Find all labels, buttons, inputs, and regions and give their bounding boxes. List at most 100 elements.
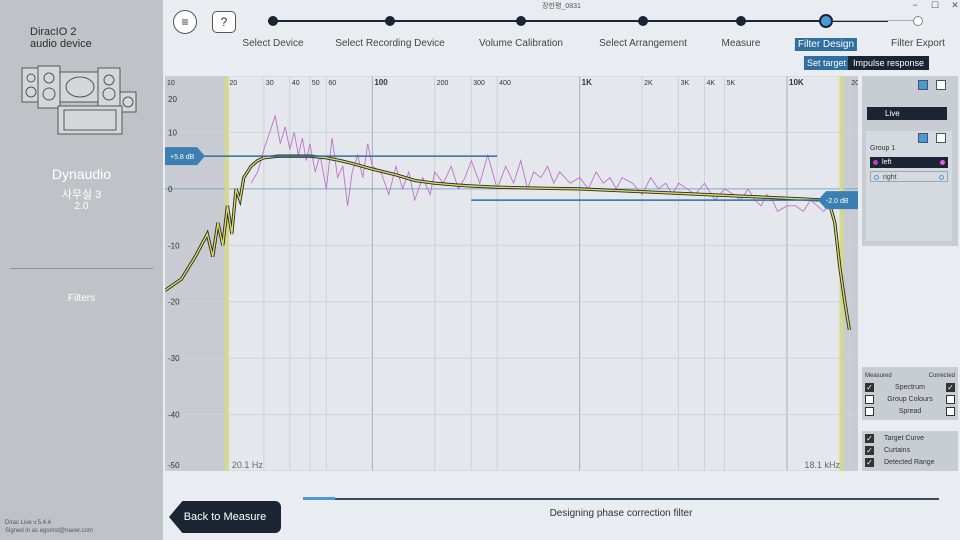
- high-curtain-label: 18.1 kHz: [804, 460, 840, 470]
- step-dot-1[interactable]: [385, 16, 395, 26]
- version-info: Dirac Live v.5.4.4 Signed in as egsmst@n…: [5, 519, 93, 535]
- layout-icon[interactable]: [918, 80, 928, 90]
- device-name: DiracIO 2 audio device: [30, 26, 92, 50]
- low-curtain-label: 20.1 Hz: [232, 460, 264, 470]
- measured-checkbox[interactable]: ✓: [865, 383, 874, 392]
- step-label-1[interactable]: Select Recording Device: [335, 38, 445, 49]
- back-to-measure-button[interactable]: Back to Measure: [169, 501, 281, 533]
- group-layout-icon[interactable]: [918, 133, 928, 143]
- measured-header: Measured: [865, 373, 892, 379]
- close-icon[interactable]: ✕: [951, 0, 959, 10]
- x-tick-label: 4K: [706, 80, 715, 87]
- progress-track: [303, 498, 939, 500]
- x-tick-label: 20K: [851, 80, 858, 87]
- toggle-checkbox[interactable]: ✓: [865, 434, 874, 443]
- step-dot-2[interactable]: [516, 16, 526, 26]
- x-tick-label: 50: [312, 80, 320, 87]
- step-label-4[interactable]: Measure: [721, 38, 761, 49]
- speakers-illustration-icon: [21, 65, 137, 135]
- step-label-6[interactable]: Filter Export: [891, 38, 945, 49]
- y-tick-label: 0: [168, 185, 173, 194]
- step-label-5[interactable]: Filter Design: [794, 38, 858, 51]
- help-button[interactable]: ?: [212, 11, 236, 33]
- target-low-handle: [165, 147, 205, 166]
- step-label-2[interactable]: Volume Calibration: [479, 38, 563, 49]
- target-high-handle: [818, 191, 858, 210]
- x-tick-label: 10: [167, 80, 175, 87]
- y-tick-label: -30: [168, 354, 180, 363]
- toggle-label: Target Curve: [884, 435, 925, 442]
- menu-button[interactable]: ≡: [173, 10, 197, 34]
- live-toggle[interactable]: Live: [867, 107, 947, 120]
- measured-checkbox[interactable]: [865, 395, 874, 404]
- progress-fill: [303, 497, 335, 500]
- step-label-3[interactable]: Select Arrangement: [599, 38, 687, 49]
- wizard-progress-line-remaining: [826, 20, 918, 21]
- minimize-icon[interactable]: −: [912, 0, 918, 10]
- step-dot-3[interactable]: [638, 16, 648, 26]
- corrected-checkbox[interactable]: [946, 407, 955, 416]
- x-tick-label: 20: [229, 80, 237, 87]
- corrected-checkbox[interactable]: [946, 395, 955, 404]
- group-box: Group 1 left right: [866, 131, 952, 241]
- measured-checkbox[interactable]: [865, 407, 874, 416]
- x-tick-label: 100: [374, 78, 388, 87]
- y-tick-label: 20: [168, 95, 177, 104]
- toggle-checkbox[interactable]: ✓: [865, 458, 874, 467]
- sidebar: DiracIO 2 audio device Dynaudio 사무실 3 2.…: [0, 0, 163, 540]
- x-tick-label: 10K: [789, 78, 804, 87]
- low-curtain-handle: [224, 76, 229, 471]
- channel-left-dot-icon: [873, 160, 878, 165]
- channel-right-label: right: [883, 174, 897, 181]
- tab-impulse-response[interactable]: Impulse response: [848, 56, 930, 70]
- channel-right-color-icon: [939, 175, 944, 180]
- target-high-label: -2.0 dB: [826, 198, 849, 205]
- sidebar-item-filters[interactable]: Filters: [67, 293, 96, 304]
- spectrum-options: Measured Corrected ✓ Spectrum ✓ Group Colou…: [862, 367, 958, 420]
- x-tick-label: 60: [328, 80, 336, 87]
- channel-left[interactable]: left: [870, 157, 948, 168]
- product-version: 2.0: [74, 201, 89, 212]
- x-tick-label: 3K: [681, 80, 690, 87]
- eye-icon[interactable]: [936, 80, 946, 90]
- device-name-line1: DiracIO 2: [30, 26, 77, 38]
- option-label: Spread: [898, 408, 922, 415]
- step-dot-5[interactable]: [819, 14, 833, 28]
- frequency-response-chart[interactable]: 1020304050601002003004001K2K3K4K5K10K20K…: [165, 76, 858, 471]
- y-tick-label: -10: [168, 241, 180, 250]
- tab-set-target[interactable]: Set target: [804, 56, 850, 70]
- x-tick-label: 400: [499, 80, 511, 87]
- channel-right-dot-icon: [874, 175, 879, 180]
- step-dot-6[interactable]: [913, 16, 923, 26]
- sidebar-divider: [10, 268, 153, 269]
- channel-right[interactable]: right: [870, 171, 948, 182]
- channel-left-label: left: [882, 159, 892, 166]
- option-row: Spread: [862, 407, 958, 419]
- y-tick-label: -50: [168, 461, 180, 470]
- window-title: 장한평_0831: [542, 3, 581, 10]
- x-tick-label: 1K: [582, 78, 592, 87]
- device-name-line2: audio device: [30, 38, 92, 50]
- hamburger-icon: ≡: [181, 15, 189, 29]
- target-low-label: +5.8 dB: [170, 154, 195, 161]
- toggle-label: Detected Range: [884, 459, 935, 466]
- channel-left-color-icon: [940, 160, 945, 165]
- toggle-checkbox[interactable]: ✓: [865, 446, 874, 455]
- wizard-progress-line: [268, 20, 888, 22]
- corrected-checkbox[interactable]: ✓: [946, 383, 955, 392]
- toggle-label: Curtains: [884, 447, 911, 454]
- bottom-bar: Back to Measure Designing phase correcti…: [163, 480, 960, 540]
- display-toggles: ✓ Target Curve ✓ Curtains ✓ Detected Range: [862, 431, 958, 471]
- signed-in-as: Signed in as egsmst@naver.com: [5, 528, 93, 534]
- maximize-icon[interactable]: ☐: [930, 0, 940, 10]
- step-dot-4[interactable]: [736, 16, 746, 26]
- top-bar: 장한평_0831 − ☐ ✕ ≡ ? Select Device Select R…: [163, 0, 960, 70]
- group-eye-icon[interactable]: [936, 133, 946, 143]
- channel-panel: Live Group 1 left right: [862, 76, 958, 246]
- step-dot-0[interactable]: [268, 16, 278, 26]
- step-label-0[interactable]: Select Device: [242, 38, 304, 49]
- corrected-curve: [165, 155, 851, 331]
- status-text: Designing phase correction filter: [549, 508, 693, 519]
- toggle-row: ✓ Detected Range: [862, 458, 958, 470]
- app-version: Dirac Live v.5.4.4: [5, 520, 51, 526]
